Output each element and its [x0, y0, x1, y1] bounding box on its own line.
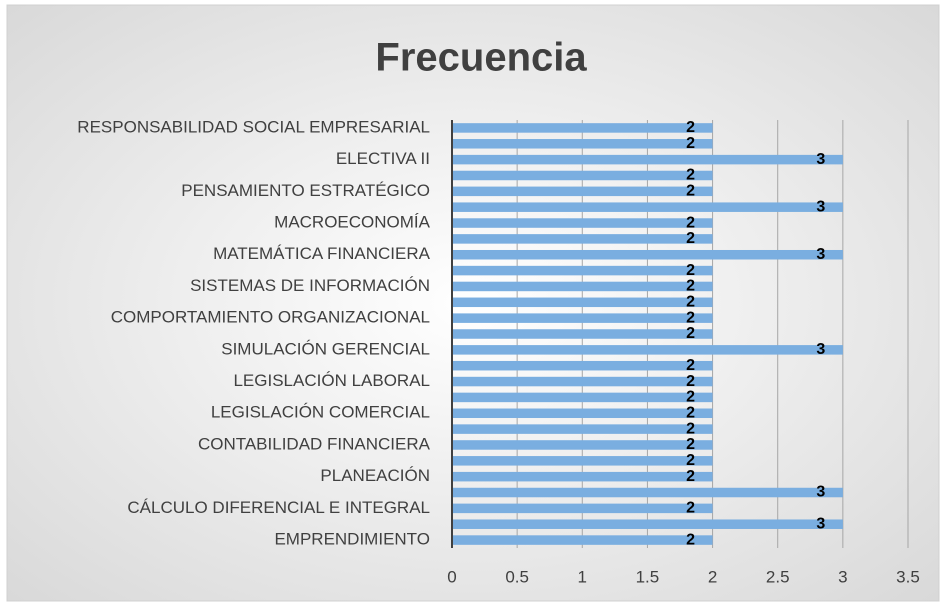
data-label: 3	[816, 484, 825, 501]
bar	[452, 218, 713, 228]
y-tick-label: EMPRENDIMIENTO	[274, 530, 430, 549]
data-label: 2	[686, 531, 695, 548]
chart-title: Frecuencia	[375, 36, 587, 80]
data-label: 2	[686, 262, 695, 279]
y-tick-label: PLANEACIÓN	[320, 466, 430, 485]
y-tick-label: COMPORTAMIENTO ORGANIZACIONAL	[111, 308, 430, 327]
x-tick-label: 0	[447, 567, 456, 586]
x-tick-label: 3	[838, 567, 847, 586]
y-tick-label: LEGISLACIÓN LABORAL	[233, 371, 430, 390]
bar	[452, 139, 713, 149]
data-label: 3	[816, 198, 825, 215]
y-tick-label: CÁLCULO DIFERENCIAL E INTEGRAL	[127, 498, 430, 517]
x-tick-label: 3.5	[896, 567, 920, 586]
x-tick-label: 2	[708, 567, 717, 586]
data-label: 3	[816, 515, 825, 532]
data-label: 3	[816, 246, 825, 263]
data-label: 2	[686, 309, 695, 326]
data-label: 2	[686, 500, 695, 517]
bar	[452, 265, 713, 276]
data-label: 2	[686, 468, 695, 485]
bar	[452, 186, 713, 197]
y-tick-label: RESPONSABILIDAD SOCIAL EMPRESARIAL	[77, 117, 430, 136]
data-label: 2	[686, 452, 695, 469]
bar	[452, 313, 713, 323]
y-tick-label: MATEMÁTICA FINANCIERA	[213, 244, 431, 263]
bar	[452, 234, 713, 244]
bar	[452, 392, 713, 403]
data-label: 3	[816, 341, 825, 358]
bar	[452, 456, 713, 466]
x-tick-label: 2.5	[766, 567, 790, 586]
y-tick-label: PENSAMIENTO ESTRATÉGICO	[181, 181, 430, 200]
data-label: 3	[816, 151, 825, 168]
bar	[452, 154, 843, 165]
y-tick-label: LEGISLACIÓN COMERCIAL	[211, 403, 430, 422]
bar	[452, 249, 843, 260]
bar	[452, 471, 713, 482]
bar	[452, 281, 713, 292]
bar	[452, 376, 713, 387]
bar	[452, 440, 713, 450]
data-label: 2	[686, 214, 695, 231]
y-tick-label: CONTABILIDAD FINANCIERA	[198, 434, 431, 453]
x-tick-label: 1.5	[636, 567, 660, 586]
data-label: 2	[686, 420, 695, 437]
data-label: 2	[686, 436, 695, 453]
bar	[452, 297, 713, 308]
x-tick-label: 1	[578, 567, 587, 586]
bar	[452, 487, 843, 498]
bar	[452, 329, 713, 339]
bar	[452, 345, 843, 355]
data-label: 2	[686, 357, 695, 374]
bar	[452, 408, 713, 419]
data-label: 2	[686, 119, 695, 136]
data-label: 2	[686, 183, 695, 200]
bar	[452, 535, 713, 545]
data-label: 2	[686, 230, 695, 247]
data-label: 2	[686, 294, 695, 311]
x-tick-label: 0.5	[505, 567, 529, 586]
bar	[452, 202, 843, 212]
y-tick-label: MACROECONOMÍA	[274, 213, 431, 232]
bar	[452, 123, 713, 133]
y-tick-label: SISTEMAS DE INFORMACIÓN	[190, 276, 430, 295]
data-label: 2	[686, 325, 695, 342]
bar	[452, 503, 713, 514]
data-label: 2	[686, 135, 695, 152]
data-label: 2	[686, 167, 695, 184]
data-label: 2	[686, 278, 695, 295]
bar	[452, 360, 713, 371]
data-label: 2	[686, 404, 695, 421]
data-label: 2	[686, 373, 695, 390]
data-label: 2	[686, 389, 695, 406]
bar	[452, 424, 713, 434]
bar	[452, 170, 713, 181]
y-tick-label: ELECTIVA II	[336, 149, 430, 168]
bar	[452, 519, 843, 529]
y-tick-label: SIMULACIÓN GERENCIAL	[221, 339, 430, 358]
